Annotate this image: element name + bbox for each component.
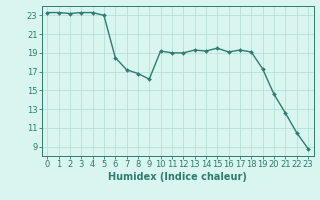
X-axis label: Humidex (Indice chaleur): Humidex (Indice chaleur) [108,172,247,182]
